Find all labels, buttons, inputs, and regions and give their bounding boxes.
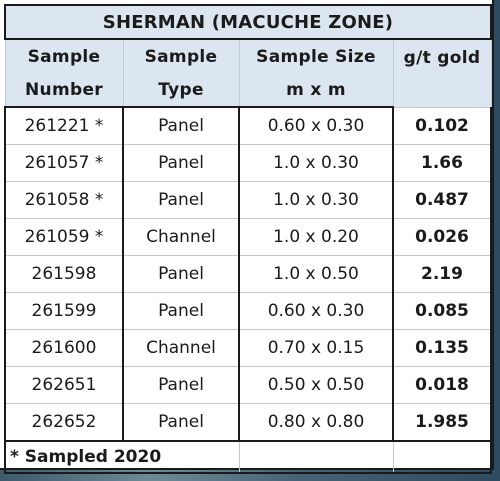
table-row: 261059 * Channel 1.0 x 0.20 0.026 xyxy=(4,218,492,256)
sample-number-cell: 262651 xyxy=(4,366,124,404)
sample-type-cell: Panel xyxy=(122,181,240,219)
sample-size-cell: 1.0 x 0.30 xyxy=(238,181,394,219)
gold-grade-cell: 0.085 xyxy=(392,292,492,330)
gold-grade-cell: 0.487 xyxy=(392,181,492,219)
sample-number-cell: 261600 xyxy=(4,329,124,367)
sample-number-cell: 261059 * xyxy=(4,218,124,256)
sample-number-cell: 261221 * xyxy=(4,106,124,145)
header-sample-size-unit: m x m xyxy=(238,73,394,108)
gold-grade-cell: 2.19 xyxy=(392,255,492,293)
sample-type-cell: Panel xyxy=(122,292,240,330)
footnote: * Sampled 2020 xyxy=(4,440,239,474)
sample-size-cell: 0.60 x 0.30 xyxy=(238,292,394,330)
table-row: 261057 * Panel 1.0 x 0.30 1.66 xyxy=(4,144,492,182)
table-row: 261221 * Panel 0.60 x 0.30 0.102 xyxy=(4,106,492,145)
sample-type-cell: Channel xyxy=(122,329,240,367)
sample-size-cell: 0.50 x 0.50 xyxy=(238,366,394,404)
table-row: 261598 Panel 1.0 x 0.50 2.19 xyxy=(4,255,492,293)
header-sample-number: Sample xyxy=(4,38,124,73)
sample-size-cell: 1.0 x 0.30 xyxy=(238,144,394,182)
gold-grade-cell: 0.102 xyxy=(392,106,492,145)
sample-type-cell: Panel xyxy=(122,255,240,293)
sample-number-cell: 261598 xyxy=(4,255,124,293)
gold-grade-cell: 0.135 xyxy=(392,329,492,367)
table-title: SHERMAN (MACUCHE ZONE) xyxy=(4,4,492,40)
footnote-row: * Sampled 2020 xyxy=(4,440,492,474)
empty-cell xyxy=(238,440,394,474)
gold-grade-cell: 0.026 xyxy=(392,218,492,256)
sample-number-cell: 262652 xyxy=(4,403,124,442)
gold-grade-cell: 0.018 xyxy=(392,366,492,404)
gold-grade-cell: 1.985 xyxy=(392,403,492,442)
sample-size-cell: 0.70 x 0.15 xyxy=(238,329,394,367)
sample-size-cell: 1.0 x 0.50 xyxy=(238,255,394,293)
gold-sample-table: SHERMAN (MACUCHE ZONE) Sample Sample Sam… xyxy=(4,4,492,474)
sample-number-cell: 261058 * xyxy=(4,181,124,219)
gold-grade-cell: 1.66 xyxy=(392,144,492,182)
sample-type-cell: Panel xyxy=(122,403,240,442)
header-gold-grade: g/t gold xyxy=(392,38,492,107)
sample-type-cell: Panel xyxy=(122,106,240,145)
sample-table-sheet: SHERMAN (MACUCHE ZONE) Sample Sample Sam… xyxy=(0,0,494,474)
header-sample-size: Sample Size xyxy=(238,38,394,73)
header-sample-number-line2: Number xyxy=(4,73,124,108)
table-row: 261058 * Panel 1.0 x 0.30 0.487 xyxy=(4,181,492,219)
sample-number-cell: 261599 xyxy=(4,292,124,330)
sample-size-cell: 0.80 x 0.80 xyxy=(238,403,394,442)
sample-size-cell: 1.0 x 0.20 xyxy=(238,218,394,256)
table-row: 261600 Channel 0.70 x 0.15 0.135 xyxy=(4,329,492,367)
table-row: 262652 Panel 0.80 x 0.80 1.985 xyxy=(4,403,492,442)
table-row: 261599 Panel 0.60 x 0.30 0.085 xyxy=(4,292,492,330)
empty-cell xyxy=(392,440,492,474)
header-sample-type-line2: Type xyxy=(122,73,240,108)
sample-type-cell: Panel xyxy=(122,144,240,182)
sample-type-cell: Panel xyxy=(122,366,240,404)
table-row: 262651 Panel 0.50 x 0.50 0.018 xyxy=(4,366,492,404)
header-sample-type: Sample xyxy=(122,38,240,73)
sample-size-cell: 0.60 x 0.30 xyxy=(238,106,394,145)
sample-type-cell: Channel xyxy=(122,218,240,256)
sample-number-cell: 261057 * xyxy=(4,144,124,182)
